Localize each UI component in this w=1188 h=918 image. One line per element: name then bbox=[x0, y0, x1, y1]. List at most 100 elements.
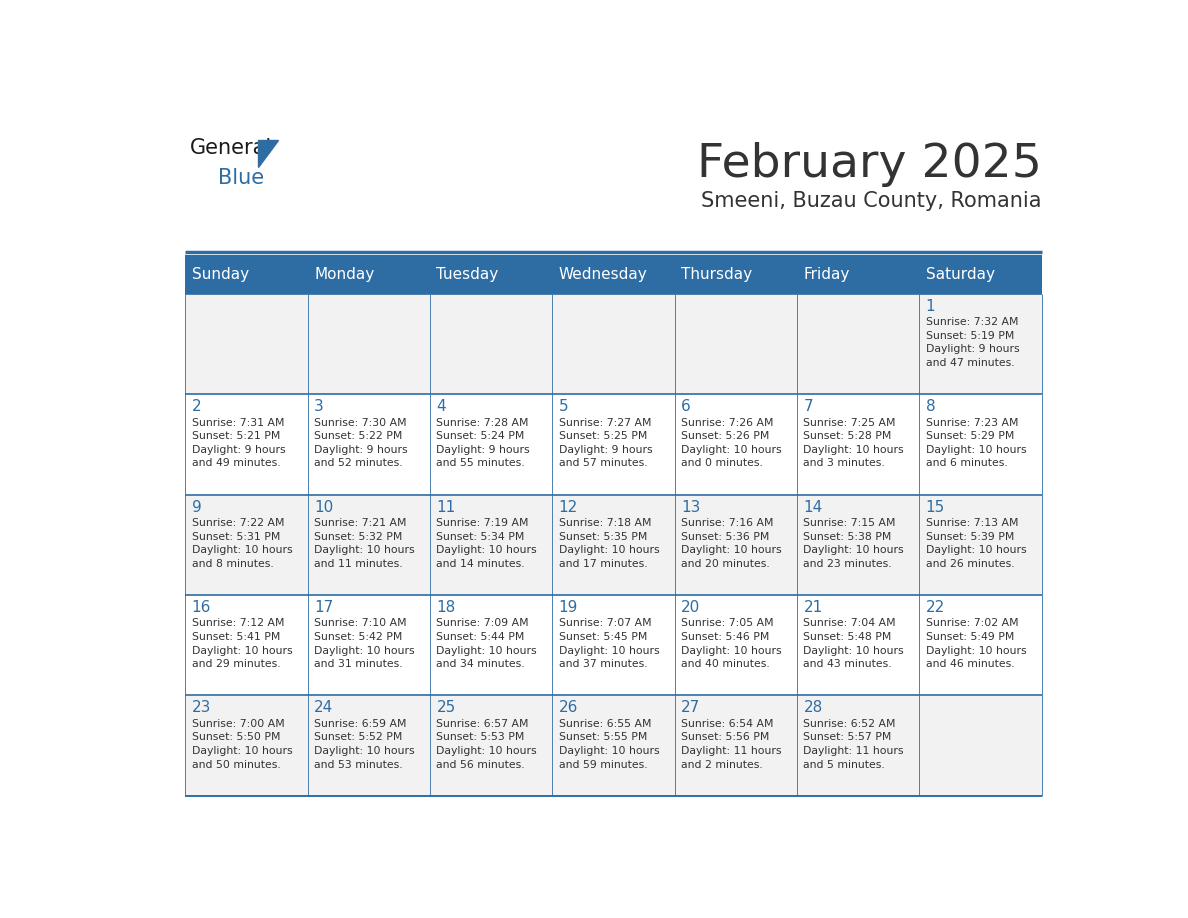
Text: 20: 20 bbox=[681, 600, 700, 615]
Bar bbox=[430, 595, 552, 696]
Bar bbox=[920, 395, 1042, 495]
Text: Sunrise: 7:22 AM
Sunset: 5:31 PM
Daylight: 10 hours
and 8 minutes.: Sunrise: 7:22 AM Sunset: 5:31 PM Dayligh… bbox=[191, 518, 292, 569]
Text: 8: 8 bbox=[925, 399, 935, 414]
Bar bbox=[920, 495, 1042, 595]
Text: Sunrise: 7:31 AM
Sunset: 5:21 PM
Daylight: 9 hours
and 49 minutes.: Sunrise: 7:31 AM Sunset: 5:21 PM Dayligh… bbox=[191, 418, 285, 468]
Bar bbox=[308, 495, 430, 595]
Text: 28: 28 bbox=[803, 700, 822, 715]
Text: 7: 7 bbox=[803, 399, 813, 414]
Text: 1: 1 bbox=[925, 299, 935, 314]
Text: Sunrise: 6:52 AM
Sunset: 5:57 PM
Daylight: 11 hours
and 5 minutes.: Sunrise: 6:52 AM Sunset: 5:57 PM Dayligh… bbox=[803, 719, 904, 769]
Bar bbox=[552, 696, 675, 796]
Text: Sunrise: 7:05 AM
Sunset: 5:46 PM
Daylight: 10 hours
and 40 minutes.: Sunrise: 7:05 AM Sunset: 5:46 PM Dayligh… bbox=[681, 619, 782, 669]
Bar bbox=[430, 294, 552, 395]
Text: 13: 13 bbox=[681, 499, 701, 515]
Text: February 2025: February 2025 bbox=[696, 142, 1042, 187]
Bar bbox=[552, 255, 675, 294]
Text: 16: 16 bbox=[191, 600, 211, 615]
Bar bbox=[675, 595, 797, 696]
Text: Sunrise: 7:19 AM
Sunset: 5:34 PM
Daylight: 10 hours
and 14 minutes.: Sunrise: 7:19 AM Sunset: 5:34 PM Dayligh… bbox=[436, 518, 537, 569]
Text: Sunrise: 7:28 AM
Sunset: 5:24 PM
Daylight: 9 hours
and 55 minutes.: Sunrise: 7:28 AM Sunset: 5:24 PM Dayligh… bbox=[436, 418, 530, 468]
Bar bbox=[308, 395, 430, 495]
Text: Sunrise: 7:21 AM
Sunset: 5:32 PM
Daylight: 10 hours
and 11 minutes.: Sunrise: 7:21 AM Sunset: 5:32 PM Dayligh… bbox=[314, 518, 415, 569]
Text: 11: 11 bbox=[436, 499, 456, 515]
Text: 3: 3 bbox=[314, 399, 324, 414]
Bar bbox=[308, 696, 430, 796]
Text: 9: 9 bbox=[191, 499, 202, 515]
Text: Sunrise: 7:04 AM
Sunset: 5:48 PM
Daylight: 10 hours
and 43 minutes.: Sunrise: 7:04 AM Sunset: 5:48 PM Dayligh… bbox=[803, 619, 904, 669]
Bar bbox=[430, 255, 552, 294]
Text: Sunrise: 7:09 AM
Sunset: 5:44 PM
Daylight: 10 hours
and 34 minutes.: Sunrise: 7:09 AM Sunset: 5:44 PM Dayligh… bbox=[436, 619, 537, 669]
Text: Sunrise: 6:55 AM
Sunset: 5:55 PM
Daylight: 10 hours
and 59 minutes.: Sunrise: 6:55 AM Sunset: 5:55 PM Dayligh… bbox=[558, 719, 659, 769]
Text: Sunrise: 7:07 AM
Sunset: 5:45 PM
Daylight: 10 hours
and 37 minutes.: Sunrise: 7:07 AM Sunset: 5:45 PM Dayligh… bbox=[558, 619, 659, 669]
Bar bbox=[185, 495, 308, 595]
Text: Sunrise: 6:54 AM
Sunset: 5:56 PM
Daylight: 11 hours
and 2 minutes.: Sunrise: 6:54 AM Sunset: 5:56 PM Dayligh… bbox=[681, 719, 782, 769]
Text: 6: 6 bbox=[681, 399, 690, 414]
Bar bbox=[552, 595, 675, 696]
Bar bbox=[430, 696, 552, 796]
Text: Sunrise: 7:00 AM
Sunset: 5:50 PM
Daylight: 10 hours
and 50 minutes.: Sunrise: 7:00 AM Sunset: 5:50 PM Dayligh… bbox=[191, 719, 292, 769]
Bar bbox=[185, 294, 308, 395]
Text: Smeeni, Buzau County, Romania: Smeeni, Buzau County, Romania bbox=[701, 192, 1042, 211]
Bar bbox=[308, 294, 430, 395]
Text: 19: 19 bbox=[558, 600, 579, 615]
Text: Sunrise: 7:02 AM
Sunset: 5:49 PM
Daylight: 10 hours
and 46 minutes.: Sunrise: 7:02 AM Sunset: 5:49 PM Dayligh… bbox=[925, 619, 1026, 669]
Bar bbox=[308, 255, 430, 294]
Text: 4: 4 bbox=[436, 399, 446, 414]
Bar bbox=[920, 595, 1042, 696]
Bar bbox=[552, 294, 675, 395]
Bar bbox=[675, 696, 797, 796]
Text: Sunday: Sunday bbox=[191, 267, 249, 282]
Bar bbox=[185, 255, 308, 294]
Bar bbox=[185, 395, 308, 495]
Text: Sunrise: 7:23 AM
Sunset: 5:29 PM
Daylight: 10 hours
and 6 minutes.: Sunrise: 7:23 AM Sunset: 5:29 PM Dayligh… bbox=[925, 418, 1026, 468]
Text: Sunrise: 7:13 AM
Sunset: 5:39 PM
Daylight: 10 hours
and 26 minutes.: Sunrise: 7:13 AM Sunset: 5:39 PM Dayligh… bbox=[925, 518, 1026, 569]
Text: Sunrise: 7:30 AM
Sunset: 5:22 PM
Daylight: 9 hours
and 52 minutes.: Sunrise: 7:30 AM Sunset: 5:22 PM Dayligh… bbox=[314, 418, 407, 468]
Bar bbox=[430, 395, 552, 495]
Text: 14: 14 bbox=[803, 499, 822, 515]
Bar bbox=[797, 495, 920, 595]
Text: Sunrise: 7:15 AM
Sunset: 5:38 PM
Daylight: 10 hours
and 23 minutes.: Sunrise: 7:15 AM Sunset: 5:38 PM Dayligh… bbox=[803, 518, 904, 569]
Text: Sunrise: 7:32 AM
Sunset: 5:19 PM
Daylight: 9 hours
and 47 minutes.: Sunrise: 7:32 AM Sunset: 5:19 PM Dayligh… bbox=[925, 318, 1019, 368]
Text: 27: 27 bbox=[681, 700, 700, 715]
Bar bbox=[552, 395, 675, 495]
Text: Sunrise: 6:59 AM
Sunset: 5:52 PM
Daylight: 10 hours
and 53 minutes.: Sunrise: 6:59 AM Sunset: 5:52 PM Dayligh… bbox=[314, 719, 415, 769]
Text: 26: 26 bbox=[558, 700, 579, 715]
Text: 15: 15 bbox=[925, 499, 944, 515]
Text: 24: 24 bbox=[314, 700, 334, 715]
Text: Tuesday: Tuesday bbox=[436, 267, 499, 282]
Text: Sunrise: 7:25 AM
Sunset: 5:28 PM
Daylight: 10 hours
and 3 minutes.: Sunrise: 7:25 AM Sunset: 5:28 PM Dayligh… bbox=[803, 418, 904, 468]
Bar bbox=[920, 294, 1042, 395]
Text: Sunrise: 6:57 AM
Sunset: 5:53 PM
Daylight: 10 hours
and 56 minutes.: Sunrise: 6:57 AM Sunset: 5:53 PM Dayligh… bbox=[436, 719, 537, 769]
Text: Blue: Blue bbox=[217, 168, 264, 188]
Bar bbox=[797, 294, 920, 395]
Bar bbox=[797, 696, 920, 796]
Bar bbox=[430, 495, 552, 595]
Bar bbox=[797, 395, 920, 495]
Text: 25: 25 bbox=[436, 700, 456, 715]
Text: 22: 22 bbox=[925, 600, 944, 615]
Text: Sunrise: 7:27 AM
Sunset: 5:25 PM
Daylight: 9 hours
and 57 minutes.: Sunrise: 7:27 AM Sunset: 5:25 PM Dayligh… bbox=[558, 418, 652, 468]
Bar bbox=[920, 255, 1042, 294]
Bar bbox=[552, 495, 675, 595]
Text: Sunrise: 7:18 AM
Sunset: 5:35 PM
Daylight: 10 hours
and 17 minutes.: Sunrise: 7:18 AM Sunset: 5:35 PM Dayligh… bbox=[558, 518, 659, 569]
Bar bbox=[185, 696, 308, 796]
Text: Friday: Friday bbox=[803, 267, 849, 282]
Text: Wednesday: Wednesday bbox=[558, 267, 647, 282]
Bar bbox=[797, 255, 920, 294]
Bar bbox=[675, 495, 797, 595]
Polygon shape bbox=[258, 140, 278, 167]
Text: Thursday: Thursday bbox=[681, 267, 752, 282]
Bar bbox=[675, 395, 797, 495]
Text: 2: 2 bbox=[191, 399, 202, 414]
Text: Sunrise: 7:26 AM
Sunset: 5:26 PM
Daylight: 10 hours
and 0 minutes.: Sunrise: 7:26 AM Sunset: 5:26 PM Dayligh… bbox=[681, 418, 782, 468]
Bar bbox=[675, 294, 797, 395]
Bar bbox=[308, 595, 430, 696]
Text: Monday: Monday bbox=[314, 267, 374, 282]
Text: 18: 18 bbox=[436, 600, 456, 615]
Text: 10: 10 bbox=[314, 499, 334, 515]
Text: 23: 23 bbox=[191, 700, 211, 715]
Bar bbox=[675, 255, 797, 294]
Text: 5: 5 bbox=[558, 399, 568, 414]
Text: Sunrise: 7:10 AM
Sunset: 5:42 PM
Daylight: 10 hours
and 31 minutes.: Sunrise: 7:10 AM Sunset: 5:42 PM Dayligh… bbox=[314, 619, 415, 669]
